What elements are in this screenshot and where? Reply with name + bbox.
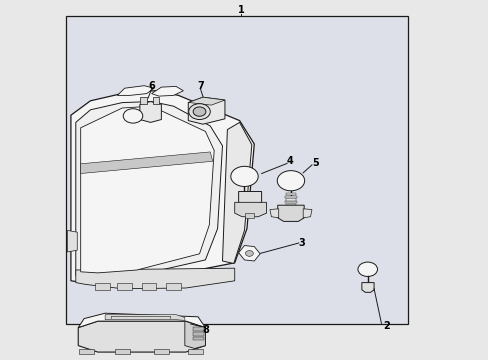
Bar bbox=[66, 16, 407, 324]
Bar bbox=[285, 198, 296, 201]
Text: 3: 3 bbox=[298, 238, 305, 248]
Bar bbox=[193, 327, 203, 331]
Polygon shape bbox=[117, 86, 154, 95]
Circle shape bbox=[188, 104, 210, 120]
Polygon shape bbox=[71, 91, 254, 284]
Circle shape bbox=[230, 166, 258, 186]
Bar bbox=[115, 349, 129, 354]
Polygon shape bbox=[81, 106, 214, 273]
Bar bbox=[285, 193, 296, 195]
Polygon shape bbox=[188, 97, 224, 124]
Polygon shape bbox=[303, 209, 311, 218]
Polygon shape bbox=[184, 321, 205, 348]
Polygon shape bbox=[78, 321, 205, 352]
Polygon shape bbox=[78, 313, 205, 328]
Bar bbox=[285, 204, 296, 206]
Bar bbox=[193, 337, 203, 340]
Polygon shape bbox=[81, 152, 212, 174]
Circle shape bbox=[193, 107, 205, 116]
Polygon shape bbox=[76, 102, 222, 278]
Text: 2: 2 bbox=[382, 321, 389, 331]
Polygon shape bbox=[238, 192, 261, 205]
Bar bbox=[193, 332, 203, 336]
Polygon shape bbox=[238, 246, 260, 261]
Text: 4: 4 bbox=[286, 156, 293, 166]
Bar bbox=[284, 201, 297, 203]
Polygon shape bbox=[188, 97, 224, 105]
Bar bbox=[154, 349, 168, 354]
Polygon shape bbox=[105, 315, 184, 320]
Circle shape bbox=[357, 262, 377, 276]
Text: 6: 6 bbox=[148, 81, 155, 91]
Polygon shape bbox=[151, 86, 183, 96]
Text: 7: 7 bbox=[197, 81, 203, 91]
Bar bbox=[284, 196, 297, 198]
Circle shape bbox=[245, 251, 253, 256]
Polygon shape bbox=[277, 205, 304, 221]
Bar bbox=[152, 97, 159, 104]
Text: 1: 1 bbox=[237, 5, 244, 15]
Polygon shape bbox=[222, 122, 251, 264]
Bar bbox=[140, 97, 146, 104]
Polygon shape bbox=[269, 209, 278, 218]
Polygon shape bbox=[76, 268, 234, 289]
Bar bbox=[166, 283, 181, 290]
Polygon shape bbox=[234, 202, 266, 217]
Polygon shape bbox=[67, 230, 77, 252]
Polygon shape bbox=[140, 102, 161, 122]
Text: 5: 5 bbox=[311, 158, 318, 168]
Bar bbox=[79, 349, 94, 354]
Polygon shape bbox=[361, 283, 373, 292]
Bar bbox=[95, 283, 110, 290]
Text: 8: 8 bbox=[202, 325, 208, 336]
Circle shape bbox=[277, 171, 304, 191]
Bar bbox=[188, 349, 203, 354]
Bar bbox=[117, 283, 132, 290]
Bar bbox=[245, 213, 254, 218]
Circle shape bbox=[123, 109, 142, 123]
Bar bbox=[142, 283, 156, 290]
